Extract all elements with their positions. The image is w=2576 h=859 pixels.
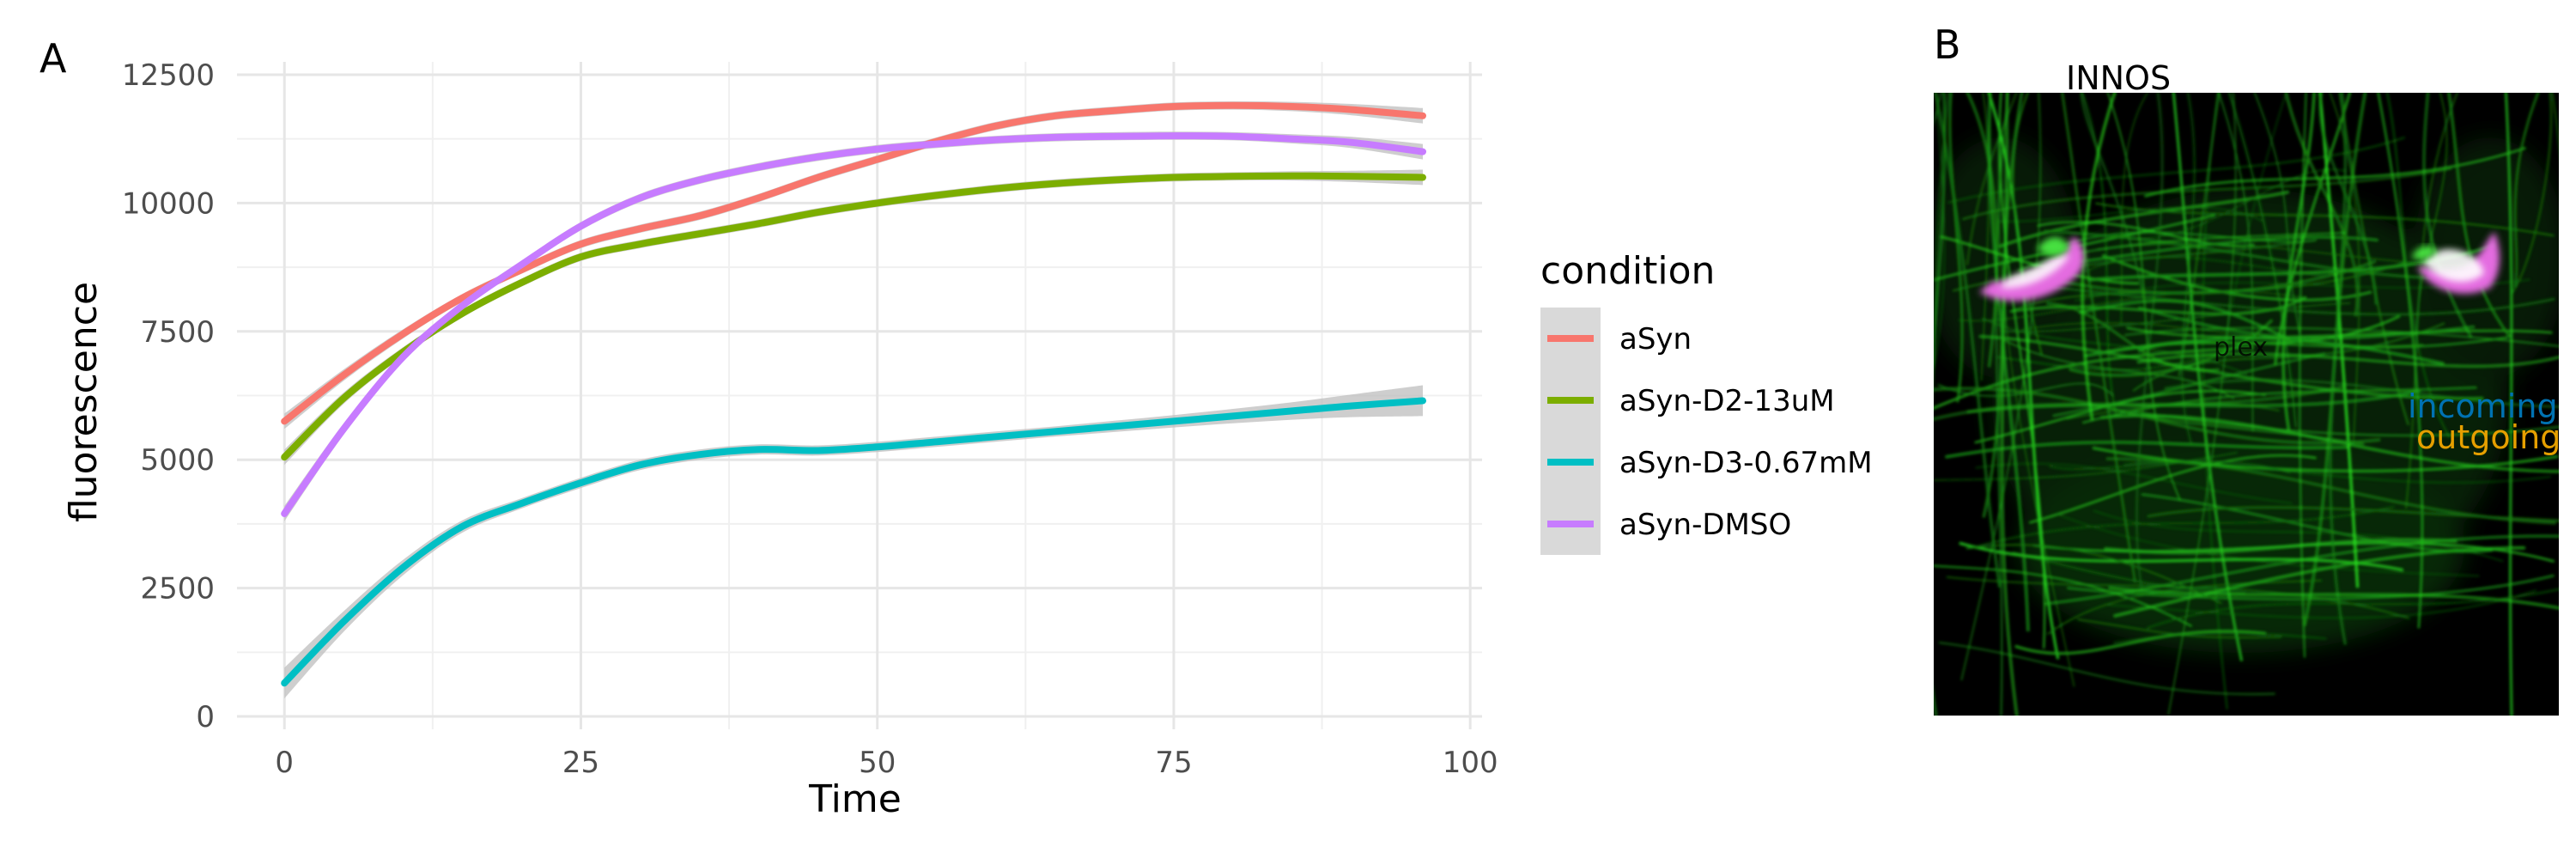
- x-axis-title: Time: [808, 777, 902, 821]
- micrograph-label-outgoing: outgoing: [2416, 418, 2561, 456]
- y-tick-label: 5000: [140, 443, 215, 478]
- x-tick-label: 0: [275, 746, 294, 780]
- y-axis-title: fluorescence: [62, 282, 106, 522]
- y-tick-label: 7500: [140, 315, 215, 350]
- y-tick-label: 0: [196, 700, 215, 734]
- x-tick-label: 25: [562, 746, 599, 780]
- micrograph-label-incoming: incoming: [2408, 387, 2558, 425]
- micrograph-label-top: INNOS: [2066, 59, 2171, 97]
- y-tick-label: 12500: [122, 58, 215, 93]
- legend-label: aSyn-D3-0.67mM: [1619, 446, 1873, 480]
- legend-label: aSyn-D2-13uM: [1619, 384, 1835, 418]
- legend-label: aSyn: [1619, 322, 1692, 356]
- series-line-asyn-d3-0-67mm: [281, 397, 1426, 687]
- y-axis-ticks: 0 2500 5000 7500 10000 12500: [122, 58, 215, 734]
- legend-label: aSyn-DMSO: [1619, 508, 1791, 542]
- legend-title: condition: [1540, 249, 1715, 293]
- confidence-band-asyn-dmso: [284, 131, 1424, 521]
- panel-b-tag: B: [1934, 21, 1961, 68]
- micrograph: [1934, 93, 2559, 716]
- soma-left: [1979, 236, 2085, 302]
- x-axis-ticks: 0 25 50 75 100: [275, 746, 1498, 780]
- grid-major: [237, 62, 1482, 729]
- x-tick-label: 50: [859, 746, 896, 780]
- series-line-asyn-d2-13um: [281, 172, 1426, 461]
- series-lines: [281, 101, 1426, 687]
- green-fibers: [1934, 93, 2559, 716]
- y-tick-label: 10000: [122, 186, 215, 221]
- micrograph-label-center: plex: [2214, 332, 2268, 362]
- series-line-asyn: [281, 101, 1426, 425]
- series-line-asyn-dmso: [281, 132, 1426, 517]
- legend: condition aSyn aSyn-D2-13uM aSyn-D3-0.67mM…: [1540, 249, 1873, 555]
- line-chart: 0 25 50 75 100 0 2500 5000 7500 10000 12500: [122, 58, 1498, 780]
- soma-right: [2411, 232, 2500, 294]
- x-tick-label: 100: [1443, 746, 1498, 780]
- confidence-bands: [284, 101, 1424, 699]
- x-tick-label: 75: [1155, 746, 1192, 780]
- y-tick-label: 2500: [140, 572, 215, 606]
- panel-a-tag: A: [39, 35, 67, 82]
